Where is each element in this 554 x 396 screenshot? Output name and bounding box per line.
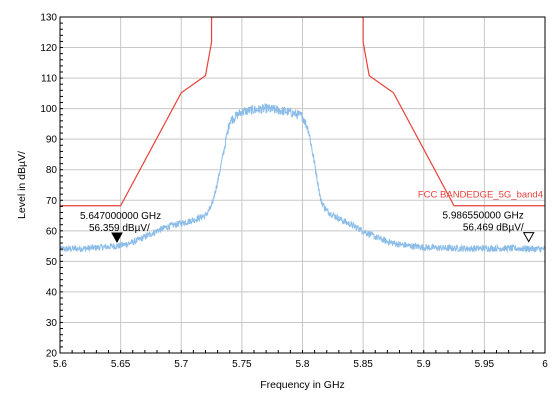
y-tick-label: 70 xyxy=(46,196,58,207)
y-tick-label: 60 xyxy=(46,226,58,237)
marker-freq-label-1: 5.647000000 GHz xyxy=(80,211,161,222)
x-tick-label: 5.85 xyxy=(353,359,373,370)
y-tick-label: 110 xyxy=(41,74,57,85)
limit-line-label: FCC BANDEDGE_5G_band4 xyxy=(418,189,543,200)
x-tick-label: 5.6 xyxy=(53,359,67,370)
measurement-trace xyxy=(60,103,545,254)
x-axis-label: Frequency in GHz xyxy=(260,379,345,391)
x-tick-label: 5.8 xyxy=(296,359,310,370)
y-tick-label: 50 xyxy=(46,257,58,268)
marker-freq-label-2: 5.986550000 GHz xyxy=(443,211,524,222)
y-axis-label: Level in dBµV/ xyxy=(16,151,28,219)
marker-triangle-1 xyxy=(111,232,123,243)
x-tick-label: 5.75 xyxy=(232,359,252,370)
x-tick-label: 5.7 xyxy=(174,359,188,370)
plot-area: FCC BANDEDGE_5G_band4 xyxy=(60,17,545,254)
limit-line xyxy=(60,17,545,207)
marker-triangle-2 xyxy=(522,232,535,243)
marker-level-label-2: 56.469 dBµV/ xyxy=(463,223,524,234)
x-tick-label: 5.95 xyxy=(475,359,495,370)
x-tick-label: 5.65 xyxy=(111,359,131,370)
y-tick-label: 90 xyxy=(46,135,58,146)
y-tick-label: 80 xyxy=(46,165,58,176)
y-tick-label: 100 xyxy=(40,104,57,115)
x-tick-label: 6 xyxy=(542,359,548,370)
x-tick-label: 5.9 xyxy=(417,359,431,370)
y-tick-label: 40 xyxy=(46,287,58,298)
plot-frame xyxy=(59,16,546,354)
y-tick-label: 20 xyxy=(46,349,58,360)
y-tick-label: 30 xyxy=(46,318,58,329)
y-tick-label: 120 xyxy=(40,43,57,54)
marker-level-label-1: 56.359 dBµV/ xyxy=(89,223,150,234)
y-tick-label: 130 xyxy=(40,13,57,24)
axes: 5.6 5.65 5.7 5.75 5.8 5.85 5.9 5.95 6 20 30 40 50 60 7… xyxy=(40,13,548,371)
